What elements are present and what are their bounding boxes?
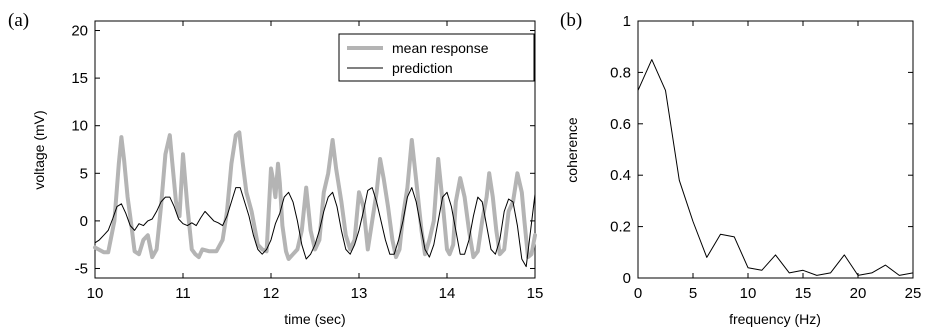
y-tick-label: 0.4 [610, 167, 631, 184]
panel-a-xlabel: time (sec) [284, 311, 345, 327]
series-line-prediction [94, 187, 536, 268]
x-tick-label: 13 [351, 285, 368, 302]
legend-box [338, 33, 535, 82]
y-tick-label: 1 [623, 13, 631, 30]
legend-label-mean-response: mean response [392, 40, 489, 56]
panel-b-label: (b) [560, 10, 582, 31]
panel-b-ylabel: coherence [564, 117, 580, 183]
y-tick-label: 0.8 [610, 64, 631, 81]
y-tick-label: 0.2 [610, 219, 631, 236]
y-tick-label: 0.6 [610, 116, 631, 133]
legend-label-prediction: prediction [392, 60, 453, 76]
x-tick-label: 11 [175, 285, 191, 302]
y-tick-label: 0 [623, 270, 631, 287]
panel-a: (a) 10 11 12 13 14 15 -5 0 5 10 15 20 time (sec) vo… [8, 10, 543, 327]
y-tick-label: -5 [75, 260, 88, 277]
x-tick-label: 20 [850, 285, 867, 302]
x-tick-label: 15 [795, 285, 812, 302]
y-tick-label: 5 [80, 165, 88, 182]
panel-b-plot-area [637, 20, 914, 279]
panel-a-label: (a) [8, 10, 29, 31]
panel-a-plot-area [94, 20, 536, 279]
y-tick-label: 15 [71, 70, 88, 87]
panel-a-series [93, 130, 537, 268]
x-tick-label: 0 [634, 285, 642, 302]
series-line-coherence [637, 59, 914, 276]
x-tick-label: 14 [439, 285, 456, 302]
panel-b-ticks: 0 5 10 15 20 25 0 0.2 0.4 0.6 0.8 1 [610, 13, 921, 302]
y-tick-label: 10 [71, 118, 88, 135]
y-tick-label: 20 [71, 23, 88, 40]
x-tick-label: 10 [87, 285, 104, 302]
panel-a-ticks: 10 11 12 13 14 15 -5 0 5 10 15 20 [71, 21, 543, 302]
panel-a-ylabel: voltage (mV) [31, 110, 47, 189]
x-tick-label: 25 [905, 285, 922, 302]
panel-b-xlabel: frequency (Hz) [729, 311, 821, 327]
y-tick-label: 0 [80, 213, 88, 230]
x-tick-label: 12 [263, 285, 280, 302]
panel-a-legend: mean response prediction [338, 33, 535, 82]
x-tick-label: 5 [689, 285, 697, 302]
x-tick-label: 10 [740, 285, 757, 302]
series-line-mean-response [93, 130, 537, 261]
panel-b-series [637, 59, 914, 276]
panel-b: (b) 0 5 10 15 20 25 0 0.2 0.4 0.6 0.8 1 frequency (… [560, 10, 921, 327]
x-tick-label: 15 [527, 285, 544, 302]
